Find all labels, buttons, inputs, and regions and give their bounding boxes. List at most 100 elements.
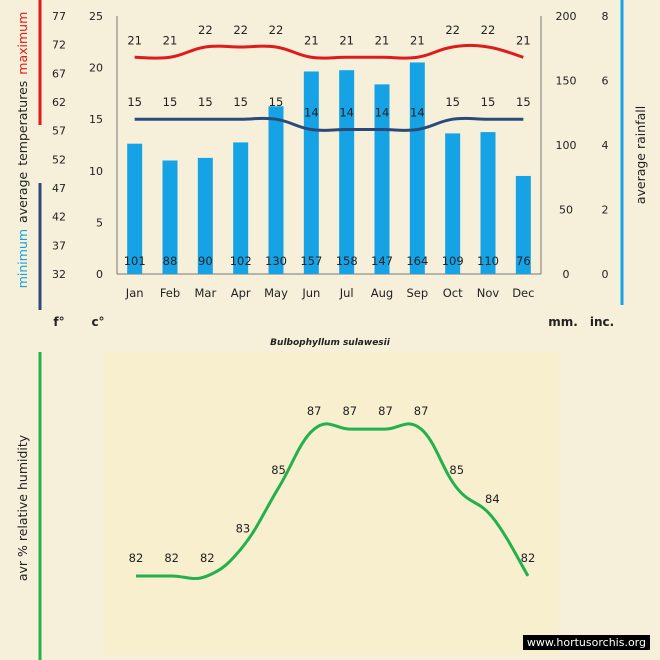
rain-value-label: 130 [265,254,287,268]
rain-value-label: 102 [230,254,252,268]
rain-value-label: 101 [124,254,146,268]
month-label: Sep [406,286,428,300]
humidity-value-label: 84 [485,492,500,506]
month-label: Jul [339,286,354,300]
fahrenheit-tick: 52 [52,153,66,166]
fahrenheit-unit-label: f° [53,315,64,329]
humidity-value-label: 87 [378,404,393,418]
humidity-value-label: 82 [200,551,215,565]
humidity-value-label: 82 [129,551,144,565]
humidity-value-label: 85 [449,463,464,477]
rain-value-label: 158 [336,254,358,268]
max-temp-label: 22 [445,23,460,37]
rain-bar [162,160,178,274]
mm-unit-label: mm. [548,315,578,329]
min-temp-label: 15 [269,95,284,109]
max-temp-label: 22 [233,23,248,37]
max-temp-label: 21 [304,33,319,47]
rain-value-label: 109 [442,254,464,268]
humidity-value-label: 83 [236,522,251,536]
min-temp-label: 15 [163,95,178,109]
inches-tick: 2 [602,204,609,217]
max-temp-label: 22 [269,23,284,37]
max-temp-label: 21 [127,33,142,47]
celsius-tick: 25 [89,10,103,23]
celsius-unit-label: c° [91,315,104,329]
rain-bar [303,71,319,274]
month-label: Apr [231,286,251,300]
min-temp-label: 15 [198,95,213,109]
celsius-tick: 5 [96,216,103,229]
rain-value-label: 110 [477,254,499,268]
min-temp-label: 14 [375,106,390,120]
month-label: Nov [477,286,500,300]
min-temp-label: 15 [127,95,142,109]
month-label: Aug [371,286,393,300]
rain-value-label: 90 [198,254,213,268]
mm-tick: 200 [556,10,577,23]
min-temp-line [134,116,524,132]
mm-tick: 0 [563,268,570,281]
temp-label-maximum: maximum [15,12,30,75]
humidity-value-label: 87 [342,404,357,418]
max-temp-label: 21 [410,33,425,47]
month-label: Jun [301,286,320,300]
humidity-axis-label: avr % relative humidity [15,434,30,581]
month-label: Jan [125,286,144,300]
rain-value-label: 147 [371,254,393,268]
min-temp-label: 15 [516,95,531,109]
rain-bar [339,70,355,275]
month-label: May [264,286,288,300]
rain-value-label: 88 [163,254,178,268]
inches-tick: 8 [602,10,609,23]
celsius-tick: 15 [89,113,103,126]
rain-bar [374,84,390,275]
fahrenheit-tick: 42 [52,211,66,224]
temperature-rainfall-chart: minimum average temperatures maximum average… [15,0,648,329]
chart-subtitle: Bulbophyllum sulawesii [270,338,391,348]
min-temp-label: 14 [410,106,425,120]
fahrenheit-tick: 62 [52,96,66,109]
inches-tick: 6 [602,75,609,88]
rain-bar [515,175,531,274]
temperature-axis-label: minimum average temperatures maximum [15,12,30,289]
min-temp-label: 15 [445,95,460,109]
humidity-value-label: 82 [164,551,179,565]
max-temp-label: 21 [516,33,531,47]
max-temp-line [134,43,524,60]
rain-bar [127,143,143,274]
inches-tick: 0 [602,268,609,281]
temp-label-temperatures: temperatures [15,81,30,166]
celsius-tick: 0 [96,268,103,281]
temp-label-minimum: minimum [15,229,30,288]
fahrenheit-tick: 37 [52,239,66,252]
rain-bar [409,62,425,274]
max-temp-label: 21 [339,33,354,47]
max-temp-label: 22 [481,23,496,37]
rain-value-label: 164 [406,254,428,268]
fahrenheit-tick: 67 [52,67,66,80]
month-label: Oct [443,286,463,300]
rain-value-label: 76 [516,254,531,268]
max-temp-label: 22 [198,23,213,37]
rain-bar [480,132,496,274]
inches-unit-label: inc. [590,315,614,329]
inches-tick: 4 [602,139,609,152]
humidity-value-label: 87 [414,404,429,418]
temp-label-average: average [15,171,30,222]
watermark: www.hortusorchis.org [522,635,650,650]
fahrenheit-tick: 77 [52,10,66,23]
fahrenheit-tick: 72 [52,39,66,52]
humidity-line [136,422,530,581]
humidity-value-label: 87 [307,404,322,418]
month-label: Dec [512,286,534,300]
max-temp-label: 21 [163,33,178,47]
fahrenheit-tick: 47 [52,182,66,195]
month-label: Feb [160,286,180,300]
min-temp-label: 14 [339,106,354,120]
rain-bar [233,142,249,274]
min-temp-label: 14 [304,106,319,120]
mm-tick: 100 [556,139,577,152]
rain-bar [268,106,284,274]
fahrenheit-tick: 32 [52,268,66,281]
